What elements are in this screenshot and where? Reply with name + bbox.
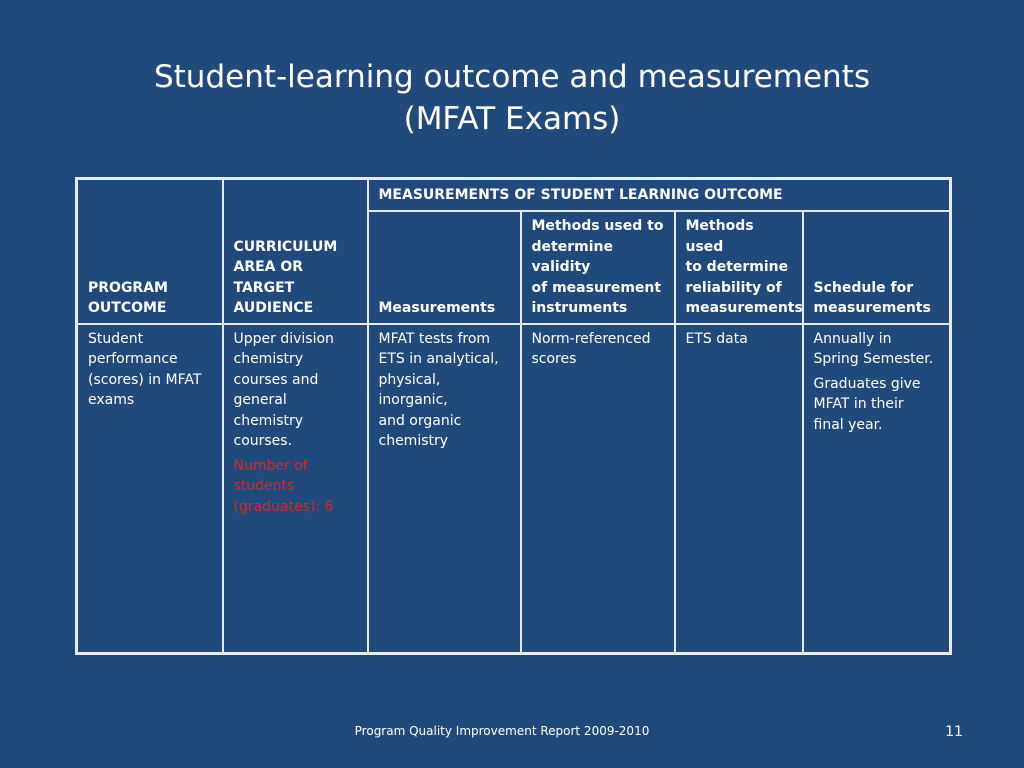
cell-measurements-line: MFAT tests from (378, 330, 491, 347)
cell-measurements-line: ETS in analytical, (378, 351, 499, 367)
header-program-outcome-line: PROGRAM (88, 279, 168, 296)
cell-program-outcome: Student performance (scores) in MFAT exa… (75, 322, 224, 655)
slide-title-line-2: (MFAT Exams) (403, 101, 621, 137)
cell-measurements: MFAT tests from ETS in analytical, physi… (366, 322, 522, 655)
header-validity-line: instruments (531, 300, 628, 316)
cell-schedule-line: final year. (813, 416, 883, 433)
footer-text: Program Quality Improvement Report 2009-… (354, 724, 650, 738)
cell-program-outcome-line: exams (88, 392, 135, 408)
header-schedule: Schedule for measurements (801, 210, 952, 325)
cell-validity-line: Norm-referenced (531, 330, 651, 347)
slide-title: Student-learning outcome and measurement… (0, 56, 1024, 140)
schedule-paragraph: Graduates give MFAT in their final year. (814, 374, 944, 436)
cell-reliability-line: ETS data (685, 330, 748, 347)
header-reliability-line: reliability of (685, 279, 782, 296)
header-curriculum-line: CURRICULUM (233, 238, 338, 255)
cell-validity-line: scores (531, 351, 577, 367)
header-row-2: Measurements Methods used to determine v… (77, 210, 952, 325)
header-reliability-line: measurements (685, 300, 803, 316)
cell-measurements-line: physical, inorganic, (378, 371, 448, 409)
cell-reliability: ETS data (673, 322, 804, 655)
cell-curriculum-line: courses. (233, 433, 293, 449)
cell-schedule: Annually in Spring Semester. Graduates g… (801, 322, 952, 655)
cell-curriculum-line: courses and (233, 371, 319, 388)
cell-curriculum-line: general chemistry (233, 392, 304, 429)
cell-schedule-line: Annually in (813, 330, 892, 347)
cell-schedule-line: MFAT in their (813, 396, 904, 412)
header-schedule-line: measurements (813, 300, 931, 316)
student-count-note: Number of students (graduates): 6 (234, 456, 361, 518)
header-validity-line: of measurement (531, 279, 662, 296)
header-reliability: Methods used to determine reliability of… (673, 210, 804, 325)
cell-program-outcome-line: performance (88, 351, 178, 367)
header-validity: Methods used to determine validity of me… (519, 210, 676, 325)
cell-curriculum-line: Upper division (233, 330, 334, 347)
cell-schedule-line: Spring Semester. (813, 351, 934, 367)
header-curriculum-line: AUDIENCE (233, 300, 314, 316)
cell-schedule-line: Graduates give (813, 375, 921, 392)
header-schedule-line: Schedule for (813, 279, 914, 296)
cell-measurements-line: chemistry (378, 433, 449, 449)
outcome-table: PROGRAM OUTCOME CURRICULUM AREA OR TARGE… (75, 177, 953, 655)
cell-validity: Norm-referenced scores (519, 322, 676, 655)
student-count-note-line: (graduates): 6 (233, 498, 334, 515)
header-row-1: PROGRAM OUTCOME CURRICULUM AREA OR TARGE… (75, 177, 952, 325)
header-reliability-line: Methods used (685, 218, 754, 255)
schedule-paragraph: Annually in Spring Semester. (814, 329, 944, 370)
header-curriculum-line: AREA OR TARGET (233, 259, 304, 296)
header-measurements: Measurements (366, 210, 522, 325)
header-program-outcome-line: OUTCOME (88, 300, 167, 316)
header-program-outcome: PROGRAM OUTCOME (75, 177, 224, 325)
student-count-note-line: students (233, 478, 295, 494)
cell-curriculum: Upper division chemistry courses and gen… (221, 322, 369, 655)
page-number: 11 (945, 724, 963, 740)
slide-title-line-1: Student-learning outcome and measurement… (153, 59, 871, 95)
header-reliability-line: to determine (685, 259, 789, 275)
header-validity-line: Methods used to (531, 218, 664, 234)
cell-program-outcome-line: Student (88, 330, 144, 347)
header-measurements-line: Measurements (378, 300, 496, 316)
header-validity-line: determine validity (531, 238, 613, 276)
cell-measurements-line: and organic (378, 412, 462, 429)
table-row: Student performance (scores) in MFAT exa… (75, 322, 952, 655)
header-measurements-group: MEASUREMENTS OF STUDENT LEARNING OUTCOME (366, 177, 952, 212)
cell-curriculum-line: chemistry (233, 351, 304, 367)
student-count-note-line: Number of (233, 457, 308, 474)
cell-program-outcome-line: (scores) in MFAT (88, 371, 202, 388)
header-curriculum: CURRICULUM AREA OR TARGET AUDIENCE (221, 177, 369, 325)
